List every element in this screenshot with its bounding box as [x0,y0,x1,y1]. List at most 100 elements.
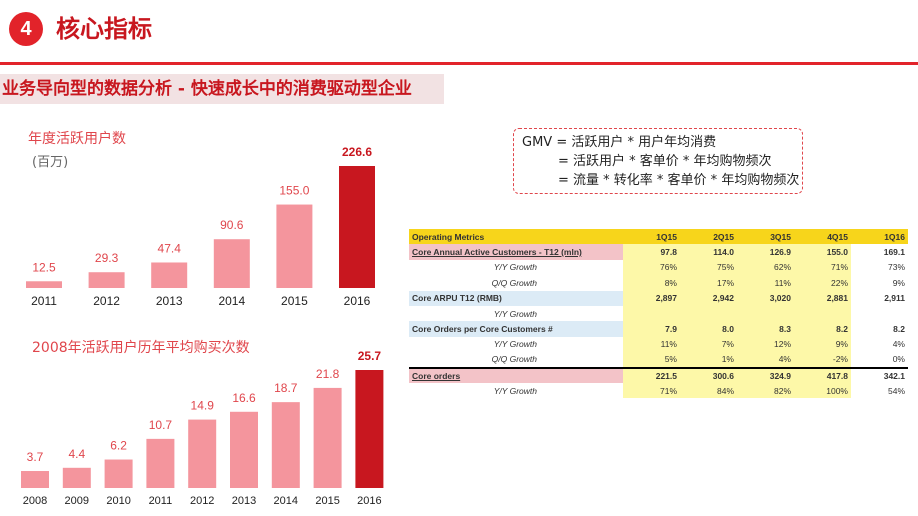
table-cell: 9% [794,336,851,353]
table-cell: 12% [737,336,794,353]
data-label: 155.0 [279,184,309,198]
table-cell: 221.5 [623,366,680,383]
table-cell: 1% [680,352,737,368]
data-label: 16.6 [232,391,256,405]
table-header-cell: 1Q16 [851,229,908,245]
table-cell: 73% [887,262,905,273]
table-header-cell: 2Q15 [680,229,737,245]
x-tick-label: 2016 [344,294,371,308]
table-cell: 3,020 [737,290,794,306]
data-label: 12.5 [32,260,56,274]
header-divider [0,62,918,65]
table-cell: 62% [737,259,794,276]
subtitle-text: 业务导向型的数据分析 - 快速成长中的消费驱动型企业 [2,79,412,99]
table-cell: 4% [737,352,794,368]
table-cell [851,306,908,321]
formula-line-2: = 活跃用户 * 客单价 * 年均购物频次 [558,154,772,169]
table-row-label: Y/Y Growth [493,262,537,273]
chart-bar [62,467,91,488]
chart-bar [188,419,217,488]
table-row: Core ARPU T12 (RMB) 2,897 2,942 3,020 2,881 2… [409,290,908,306]
table-row: Y/Y Growth 11% 7% 12% 9% 4% [409,336,908,353]
table-cell: 97.8 [623,244,680,260]
table-cell: 76% [623,259,680,276]
chart-bar [104,459,133,488]
table-cell: 0% [892,354,905,365]
x-tick-label: 2016 [357,495,381,507]
table-cell: 417.8 [794,366,851,383]
table-cell: 2,897 [623,290,680,306]
x-tick-label: 2011 [149,495,173,507]
x-tick-label: 2010 [106,495,130,507]
page-title: 核心指标 [56,15,152,43]
chart-bar [276,204,313,288]
data-label: 21.8 [316,367,340,381]
x-tick-label: 2013 [232,495,256,507]
table-row-label: Y/Y Growth [493,385,537,396]
table-row: Y/Y Growth 76% 75% 62% 71% 73% [409,259,908,276]
data-label: 14.9 [191,399,215,413]
chart-bar [213,239,250,288]
table-row-label: Q/Q Growth [491,354,537,365]
table-cell: 17% [680,275,737,291]
table-cell: 4% [892,339,905,350]
table-row: Q/Q Growth 5% 1% 4% -2% 0% [409,352,908,368]
table-row: Y/Y Growth 71% 84% 82% 100% 54% [409,382,908,399]
table-cell: 8% [623,275,680,291]
table-row: Core Orders per Core Customers #7.9 8.0 8.… [409,321,908,337]
x-tick-label: 2008 [23,495,47,507]
table-row: Core orders 221.5 300.6 324.9 417.8 342.1 [409,366,908,383]
chart2-title: 2008年活跃用户历年平均购买次数 [32,340,250,356]
chart-bar [271,402,300,488]
table-cell: 8.2 [893,324,905,335]
table-cell: 7% [680,336,737,353]
formula-line-1: GMV = 活跃用户 * 用户年均消费 [522,135,717,150]
active-customers-chart: 12.5 2011 29.3 2012 47.4 2013 90.6 2014 155.0 201… [26,145,375,308]
chart-bar [146,438,175,488]
chart-bar [339,166,375,288]
operating-metrics-table: Operating Metrics 1Q15 2Q15 3Q15 4Q15 1Q16 Cor… [409,229,908,399]
table-header-label: Operating Metrics [409,229,623,245]
table-header-cell: 3Q15 [737,229,794,245]
gmv-formula-box: GMV = 活跃用户 * 用户年均消费 = 活跃用户 * 客单价 * 年均购物频… [513,128,803,194]
section-number-badge: 4 [9,12,43,46]
chart1-unit: (百万) [32,155,69,170]
data-label: 6.2 [110,439,127,453]
data-label: 90.6 [220,218,244,232]
x-tick-label: 2011 [31,294,57,308]
chart-bar [88,272,125,288]
table-cell: 5% [623,352,680,368]
table-row-label: Core Orders per Core Customers # [409,321,623,337]
chart-bar [26,281,62,288]
data-label: 4.4 [68,447,85,461]
chart-bar [355,370,384,488]
table-row-label: Core ARPU T12 (RMB) [409,290,623,306]
table-cell: 8.0 [680,321,737,337]
subtitle-banner: 业务导向型的数据分析 - 快速成长中的消费驱动型企业 [0,74,444,104]
table-cell: 300.6 [680,366,737,383]
data-label: 3.7 [27,450,44,464]
table-cell: 155.0 [794,244,851,260]
table-row-label: Core Annual Active Customers - T12 (mln) [409,244,623,260]
table-cell: 324.9 [737,366,794,383]
x-tick-label: 2014 [274,495,298,507]
data-label: 25.7 [358,349,382,363]
table-cell: 71% [794,259,851,276]
x-tick-label: 2015 [315,495,339,507]
chart1-title: 年度活跃用户数 [28,131,126,147]
table-cell: 8.3 [737,321,794,337]
table-cell [623,305,680,322]
chart-bar [230,411,258,488]
table-cell [794,305,851,322]
table-cell: 75% [680,259,737,276]
data-label: 10.7 [149,418,173,432]
table-cell: 71% [623,382,680,399]
table-cell: 82% [737,382,794,399]
data-label: 47.4 [158,241,182,255]
table-header-cell: 4Q15 [794,229,851,245]
table-row-label: Core orders [409,366,623,383]
table-row-label: Q/Q Growth [491,277,537,288]
x-tick-label: 2009 [65,495,89,507]
table-header-row: Operating Metrics 1Q15 2Q15 3Q15 4Q15 1Q16 [409,229,908,245]
table-cell: 11% [737,275,794,291]
